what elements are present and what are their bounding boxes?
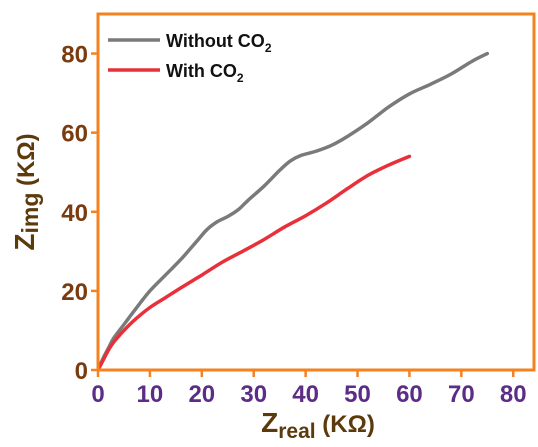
y-tick-label-20: 20 <box>61 279 88 306</box>
series-layer <box>96 51 490 372</box>
y-tick-label-0: 0 <box>75 358 88 385</box>
series-line-1 <box>96 154 412 372</box>
x-tick-label-80: 80 <box>500 381 527 408</box>
x-tick-label-40: 40 <box>292 381 319 408</box>
legend: Without CO2 With CO2 <box>108 31 272 85</box>
x-tick-label-10: 10 <box>137 381 164 408</box>
x-axis-title: Zreal (KΩ) <box>261 407 375 442</box>
x-tick-label-0: 0 <box>91 381 104 408</box>
x-axis-title-unit: (KΩ) <box>316 411 375 438</box>
y-axis-title-main: Z <box>9 234 40 251</box>
x-tick-label-30: 30 <box>240 381 267 408</box>
plot-frame <box>96 12 536 372</box>
axis-titles: Zreal (KΩ) Zimg (KΩ) <box>9 133 375 443</box>
y-axis-title: Zimg (KΩ) <box>9 133 43 250</box>
x-tick-label-20: 20 <box>188 381 215 408</box>
y-tick-label-40: 40 <box>61 200 88 227</box>
series-line-0 <box>96 51 490 372</box>
y-axis-title-sub: img <box>17 193 43 234</box>
y-axis-title-unit: (KΩ) <box>13 133 40 192</box>
x-axis-title-sub: real <box>278 420 315 442</box>
ticks-layer: 0 10 20 30 40 50 60 70 80 0 20 40 60 80 <box>61 42 526 408</box>
legend-label-0: Without CO2 <box>166 31 272 55</box>
legend-label-1: With CO2 <box>166 61 244 85</box>
x-axis-title-main: Z <box>261 407 278 438</box>
x-tick-label-60: 60 <box>396 381 423 408</box>
x-tick-label-50: 50 <box>344 381 371 408</box>
y-tick-label-80: 80 <box>61 42 88 69</box>
y-tick-label-60: 60 <box>61 121 88 148</box>
x-tick-label-70: 70 <box>448 381 475 408</box>
